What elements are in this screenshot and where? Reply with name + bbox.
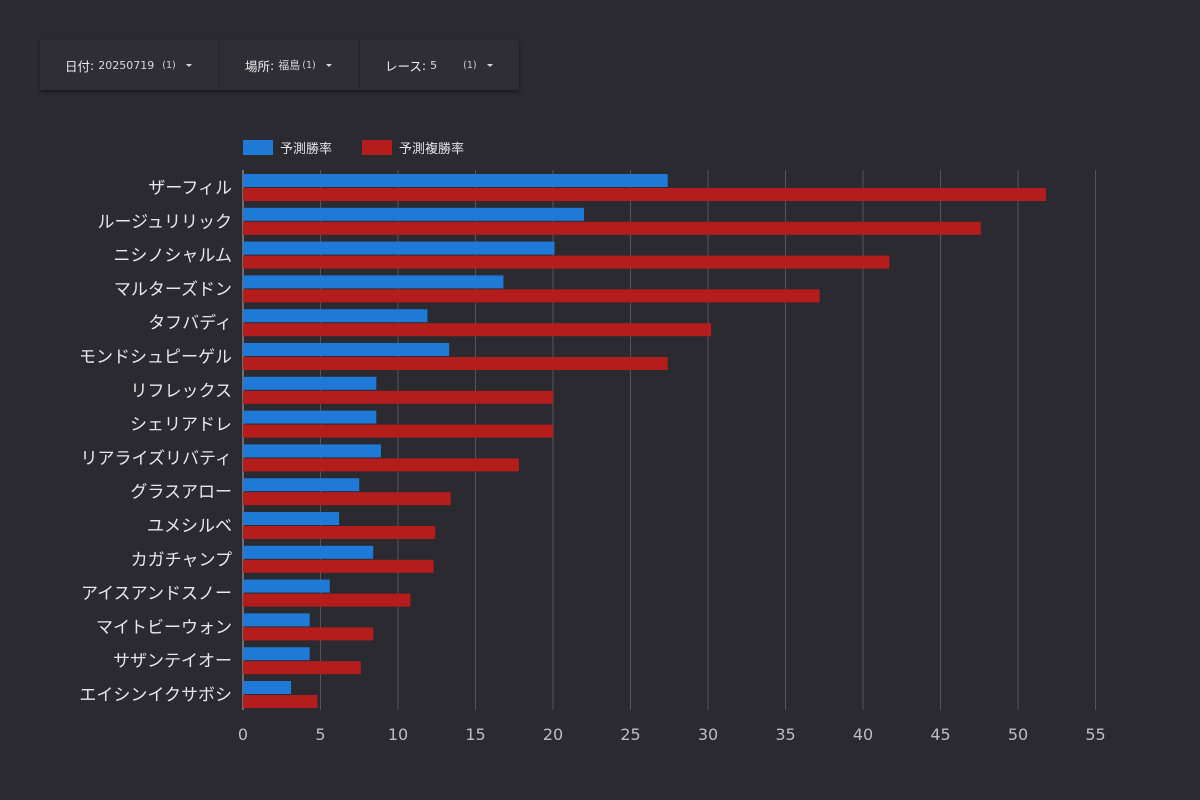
date-filter[interactable]: 日付: 20250719 (1) [40,40,220,90]
legend-swatch [243,140,273,155]
x-tick-label: 15 [465,725,485,744]
win-rate-bar[interactable] [243,343,450,356]
x-tick-label: 35 [775,725,795,744]
venue-filter-value: 福島 [278,59,301,72]
race-filter-colon: : [421,57,427,73]
filter-bar: 日付: 20250719 (1) 場所: 福島 (1) レース: 5 (1) [40,40,519,90]
place-rate-bar[interactable] [243,424,553,438]
win-rate-bar[interactable] [243,478,360,492]
category-label: マルターズドン [114,280,232,300]
win-rate-bar[interactable] [243,681,292,694]
x-tick-label: 50 [1008,725,1028,744]
win-rate-bar[interactable] [243,613,310,627]
category-label: タフバディ [148,313,232,334]
chart-legend: 予測勝率 予測複勝率 [243,140,464,157]
place-rate-bar[interactable] [243,526,436,539]
x-tick-label: 40 [853,725,873,744]
win-rate-bar[interactable] [243,174,668,187]
chart-category-labels: ザーフィルルージュリリックニシノシャルムマルターズドンタフバディモンドシュピーゲ… [79,179,232,706]
chevron-down-icon [185,63,192,67]
category-label: エイシンイクサボシ [79,686,232,706]
place-rate-bar[interactable] [243,255,890,269]
win-rate-bar[interactable] [243,410,377,424]
place-rate-bar[interactable] [243,188,1046,201]
x-tick-label: 10 [388,725,408,744]
category-label: モンドシュピーゲル [79,348,232,368]
legend-label: 予測複勝率 [399,141,464,157]
win-rate-bar[interactable] [243,207,584,221]
place-rate-bar[interactable] [243,390,553,404]
category-label: アイスアンドスノー [81,584,232,604]
x-tick-label: 30 [698,725,718,744]
win-rate-bar[interactable] [243,647,310,661]
place-rate-bar[interactable] [243,627,374,641]
category-label: シェリアドレ [130,415,232,435]
win-rate-bar[interactable] [243,241,555,255]
win-rate-bar[interactable] [243,444,381,458]
win-rate-bar[interactable] [243,275,504,289]
legend-swatch [362,140,392,155]
venue-filter-label: 場所 [245,58,271,74]
place-rate-bar[interactable] [243,559,434,573]
category-label: カガチャンプ [131,550,232,570]
chevron-down-icon [325,63,332,67]
venue-filter[interactable]: 場所: 福島 (1) [220,40,360,90]
legend-label: 予測勝率 [280,141,332,157]
chevron-down-icon [486,63,493,67]
place-rate-bar[interactable] [243,458,519,472]
place-rate-bar[interactable] [243,661,361,675]
x-tick-label: 55 [1085,725,1105,744]
win-rate-bar[interactable] [243,309,428,323]
place-rate-bar[interactable] [243,357,668,370]
date-filter-label: 日付 [65,58,91,74]
category-label: ルージュリリック [98,212,232,232]
place-rate-bar[interactable] [243,221,981,235]
venue-filter-colon: : [270,57,275,73]
place-rate-bar[interactable] [243,492,451,506]
category-label: マイトビーウォン [96,618,232,638]
category-label: ザーフィル [148,179,232,199]
venue-filter-count: (1) [302,59,316,71]
race-filter-label: レース [385,58,422,74]
race-filter-count: (1) [463,59,477,71]
race-filter[interactable]: レース: 5 (1) [360,40,519,90]
category-label: ユメシルベ [147,517,232,537]
place-rate-bar[interactable] [243,289,820,303]
win-rate-bar[interactable] [243,579,330,593]
win-rate-bar[interactable] [243,512,340,525]
date-filter-value: 20250719 [98,58,155,72]
date-filter-count: (1) [162,59,176,71]
category-label: グラスアロー [130,483,232,503]
x-tick-label: 25 [620,725,640,744]
x-tick-label: 5 [315,725,325,744]
date-filter-colon: : [90,57,95,73]
win-rate-bar[interactable] [243,545,374,559]
race-filter-value: 5 [430,58,438,72]
category-label: リフレックス [131,381,233,401]
place-rate-bar[interactable] [243,593,411,607]
chart-x-tick-labels: 0 5 10 15 20 25 30 35 40 45 50 55 [238,725,1106,744]
chart-bars [243,174,1046,708]
x-tick-label: 20 [543,725,563,744]
category-label: リアライズリバティ [81,449,232,469]
x-tick-label: 45 [930,725,950,744]
category-label: サザンテイオー [113,652,232,672]
win-rate-bar[interactable] [243,376,377,390]
category-label: ニシノシャルム [113,246,232,266]
place-rate-bar[interactable] [243,323,712,337]
place-rate-bar[interactable] [243,695,318,708]
x-tick-label: 0 [238,725,248,744]
